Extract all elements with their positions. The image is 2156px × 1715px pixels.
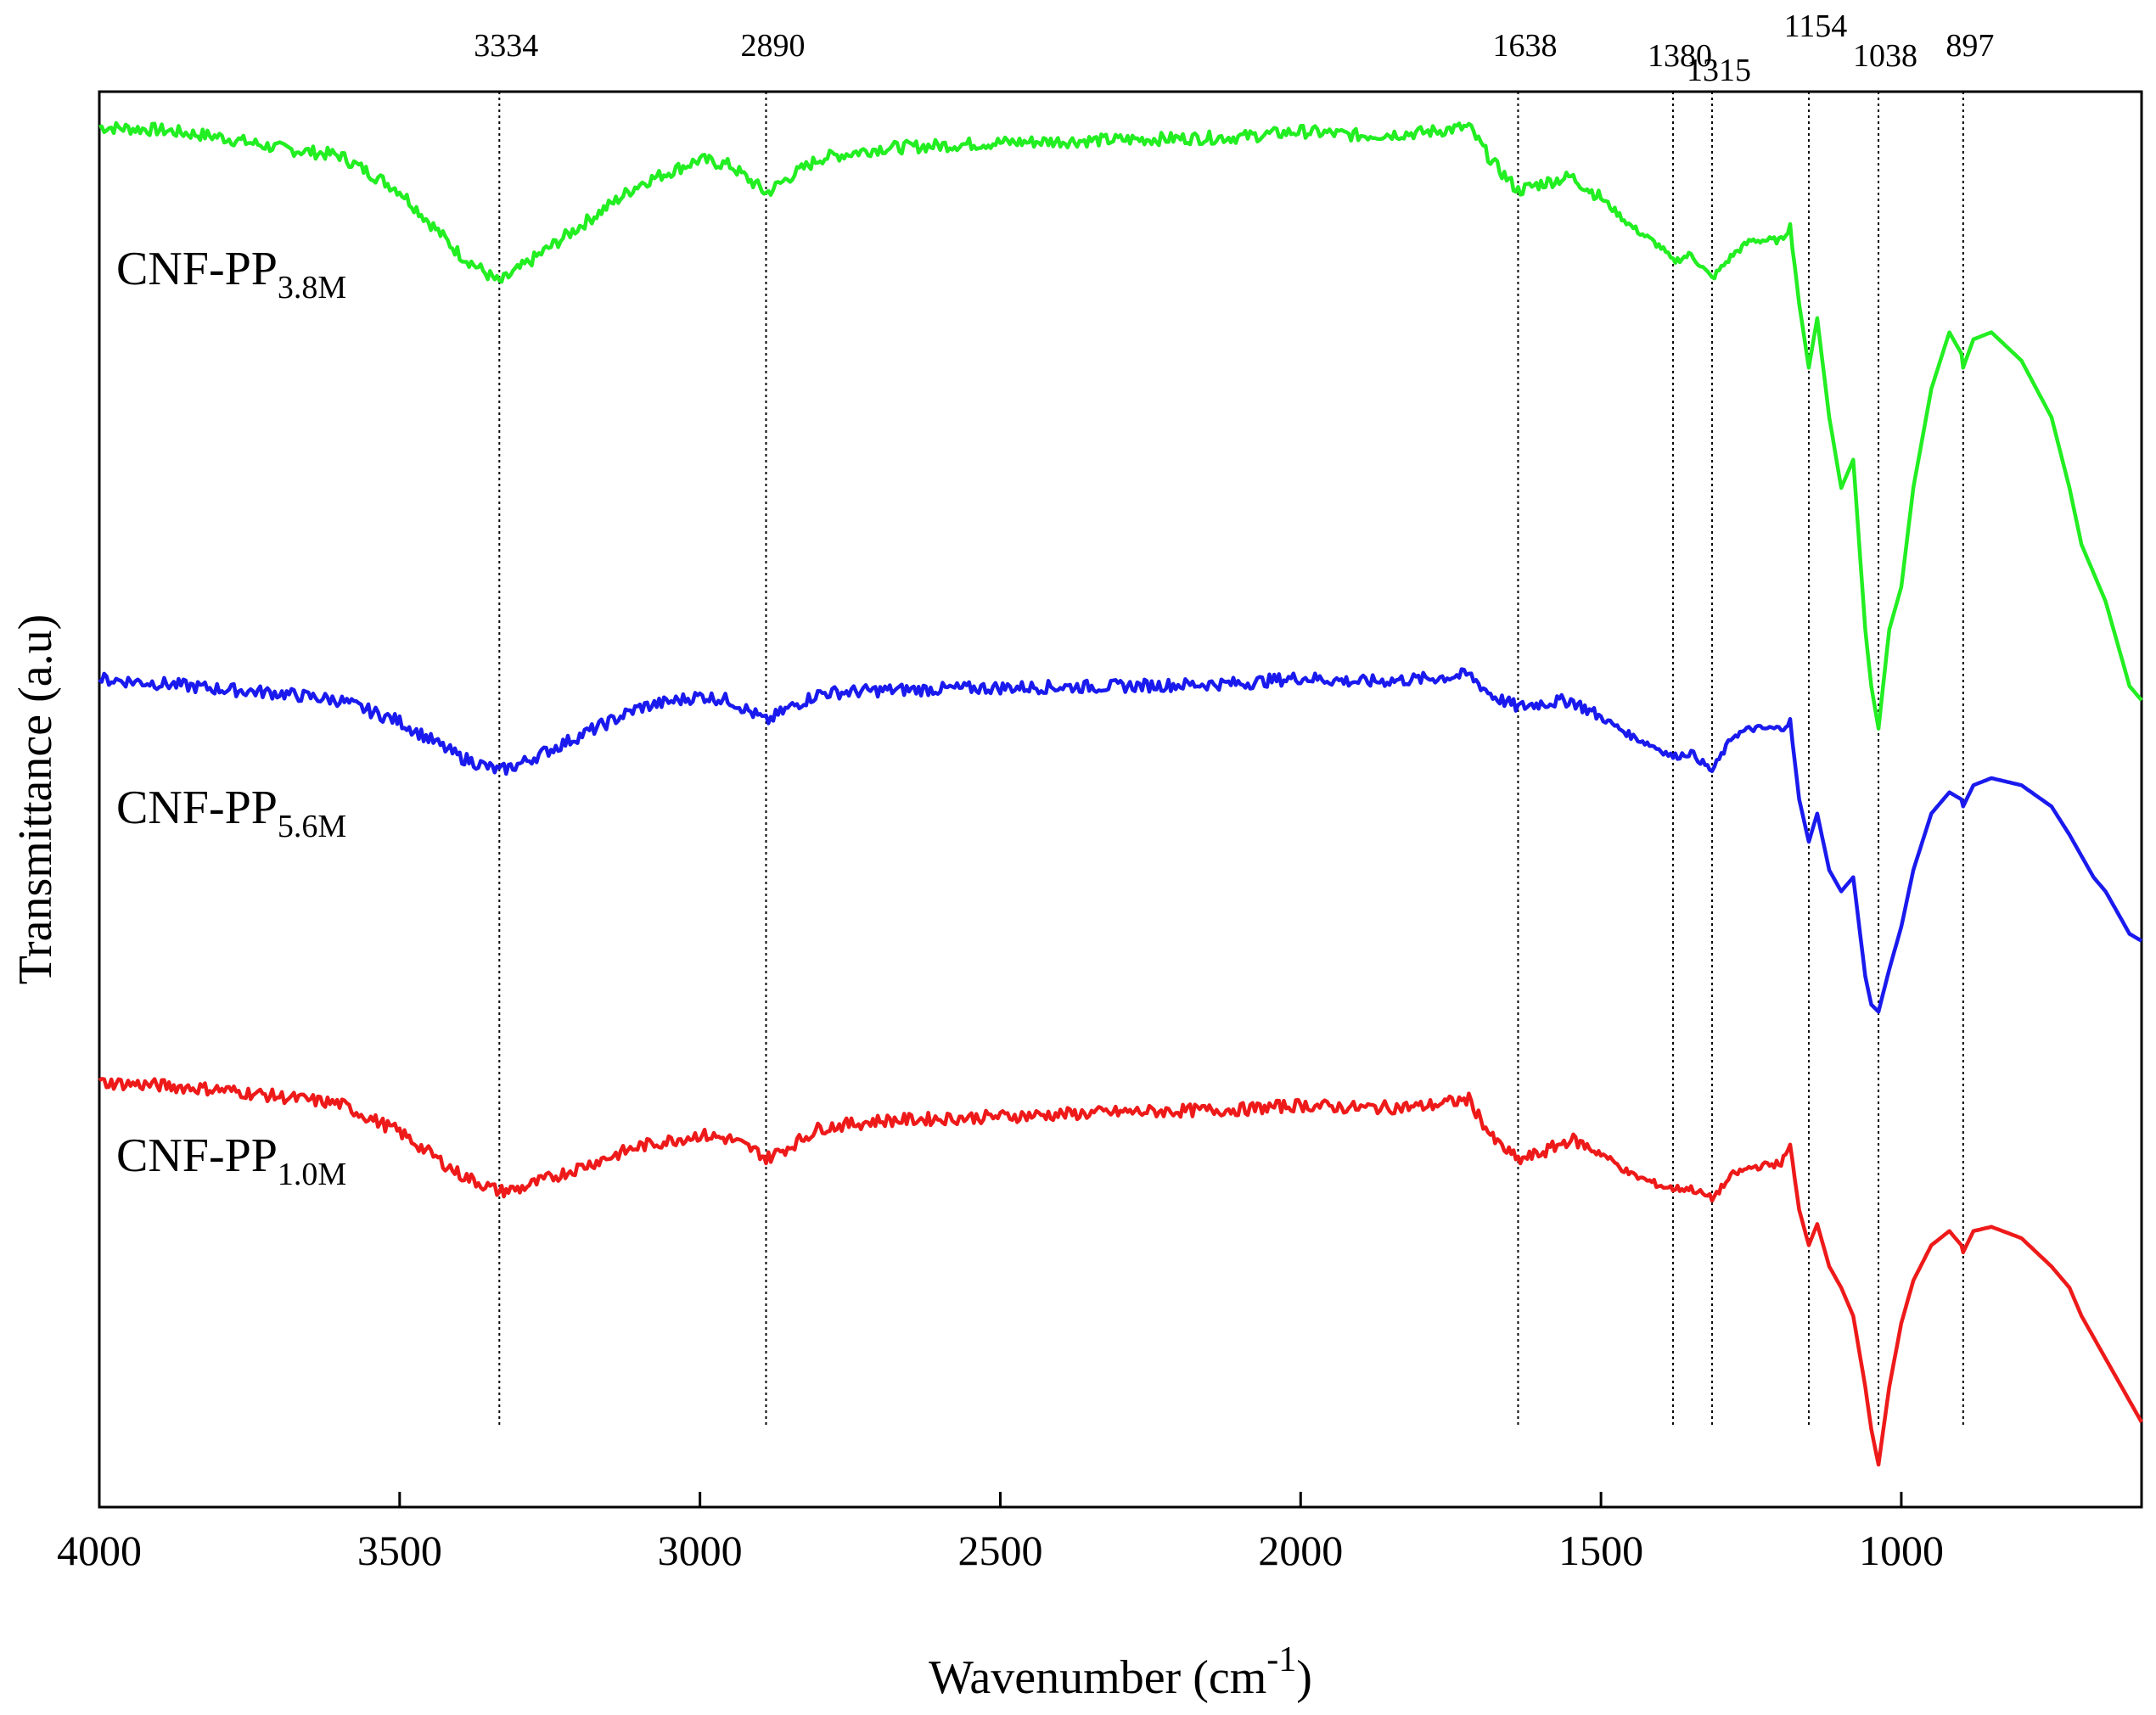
peak-reference-lines [498, 92, 1964, 1426]
peak-label: 897 [1945, 28, 1994, 64]
series-label-subscript: 1.0M [278, 1157, 346, 1192]
series-line-1.0M [98, 1077, 2143, 1467]
y-axis-title: Transmittance (a.u) [9, 614, 62, 985]
series-label-subscript: 5.6M [278, 809, 346, 844]
x-axis-title-close: ) [1296, 1651, 1312, 1704]
peak-label: 1154 [1784, 8, 1848, 44]
x-tick-label: 1500 [1558, 1527, 1643, 1574]
peak-label: 1038 [1853, 38, 1917, 74]
x-axis-ticks: 4000 3500 3000 2500 2000 1500 1000 [57, 1492, 1944, 1574]
peak-label: 1638 [1492, 28, 1557, 64]
peak-label: 2890 [740, 28, 805, 64]
series-label-name: CNF-PP [116, 782, 278, 834]
series-label-1.0M: CNF-PP1.0M [116, 1129, 346, 1192]
peak-label: 3334 [474, 28, 538, 64]
x-tick-label: 2000 [1258, 1527, 1343, 1574]
x-tick-label: 3000 [658, 1527, 743, 1574]
series-label-name: CNF-PP [116, 1129, 278, 1182]
x-axis-title-main: Wavenumber (cm [929, 1651, 1266, 1704]
x-tick-label: 4000 [57, 1527, 142, 1574]
x-tick-label: 2500 [957, 1527, 1042, 1574]
series-label-subscript: 3.8M [278, 270, 346, 305]
peak-label: 1380 [1648, 38, 1712, 74]
series-line-5.6M [98, 667, 2143, 1014]
x-tick-label: 3500 [357, 1527, 442, 1574]
series-line-3.8M [98, 120, 2143, 731]
plot-frame [98, 90, 2143, 1509]
x-axis-title-superscript: -1 [1266, 1640, 1296, 1679]
series-label-3.8M: CNF-PP3.8M [116, 243, 346, 305]
x-tick-label: 1000 [1859, 1527, 1944, 1574]
series-label-5.6M: CNF-PP5.6M [116, 782, 346, 844]
x-axis-title: Wavenumber (cm-1) [929, 1640, 1312, 1704]
series-label-name: CNF-PP [116, 243, 278, 295]
series-group [98, 120, 2143, 1467]
peak-label: 1315 [1687, 53, 1751, 88]
